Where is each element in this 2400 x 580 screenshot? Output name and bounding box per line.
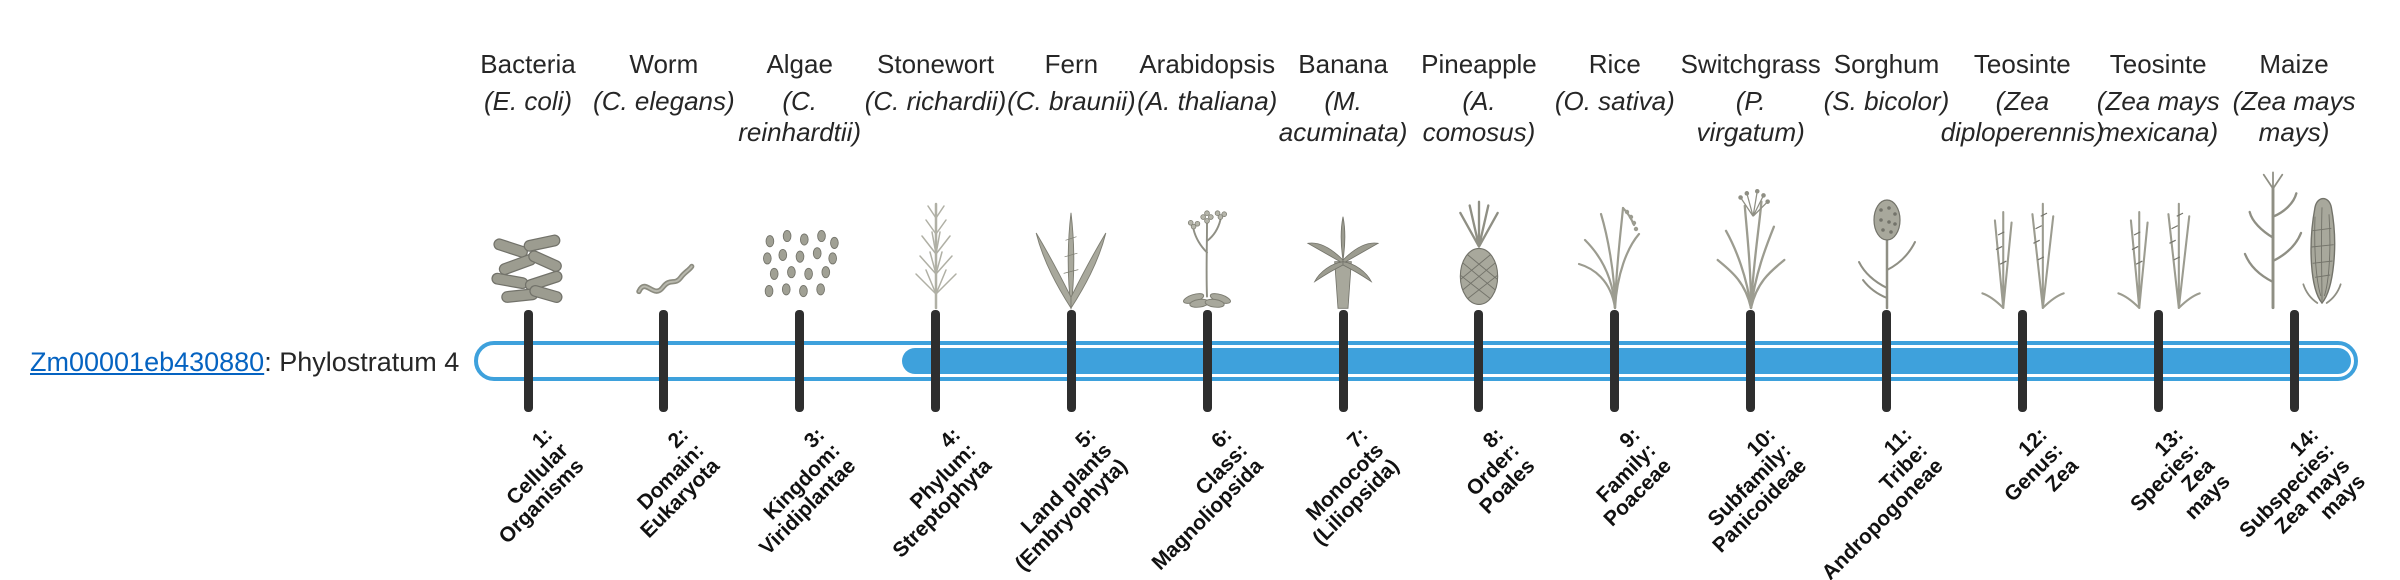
organism-common-name: Teosinte xyxy=(2109,49,2207,79)
organism-scientific-name: (A. comosus) xyxy=(1422,86,1536,147)
organism-column: Stonewort (C. richardii) xyxy=(861,48,1011,310)
fern-icon xyxy=(1009,200,1133,310)
phylostratum-tick xyxy=(2017,310,2027,412)
bacteria-icon xyxy=(466,228,590,310)
phylostratum-label: 6: Class: Magnoliopsida xyxy=(1147,423,1268,575)
banana-icon xyxy=(1281,210,1405,310)
phylostratum-label: 4: Phylum: Streptophyta xyxy=(888,423,997,563)
phylostratum-tick xyxy=(2289,310,2299,412)
gene-phylostratum-text: : Phylostratum 4 xyxy=(264,347,460,377)
organism-common-name: Worm xyxy=(629,49,699,79)
phylostratum-tick xyxy=(2153,310,2163,412)
organism-common-name: Pineapple xyxy=(1421,49,1537,79)
phylostratum-label: 7: Monocots (Liliopsida) xyxy=(1301,423,1404,550)
phylostratum-label: 9: Family: Poaceae xyxy=(1591,423,1676,531)
phylostratum-label: 11: Tribe: Andropogoneae xyxy=(1817,423,1948,580)
arabidopsis-icon xyxy=(1145,195,1269,310)
teosinte-icon xyxy=(1960,185,2084,310)
phylostratum-tick xyxy=(523,310,533,412)
organism-scientific-name: (A. thaliana) xyxy=(1137,86,1278,116)
organism-scientific-name: (Zea mays mexicana) xyxy=(2096,86,2220,147)
phylostratum-tick xyxy=(1882,310,1891,412)
organism-column: Algae (C. reinhardtii) xyxy=(725,48,875,310)
organism-common-name: Switchgrass xyxy=(1680,49,1821,79)
gene-label: Zm00001eb430880: Phylostratum 4 xyxy=(30,346,459,378)
gene-id-link[interactable]: Zm00001eb430880 xyxy=(30,347,265,377)
rice-icon xyxy=(1553,190,1677,310)
organism-column: Bacteria (E. coli) xyxy=(453,48,603,310)
teosinte-icon xyxy=(2096,185,2220,310)
organism-common-name: Stonewort xyxy=(877,49,995,79)
organism-scientific-name: (S. bicolor) xyxy=(1823,86,1950,116)
organism-common-name: Banana xyxy=(1298,49,1388,79)
organism-common-name: Bacteria xyxy=(480,49,576,79)
phylostratum-tick xyxy=(1746,310,1756,412)
organism-common-name: Sorghum xyxy=(1833,49,1940,79)
phylostratum-tick xyxy=(1610,310,1620,412)
organism-scientific-name: (Zea diploperennis) xyxy=(1940,86,2105,147)
organism-scientific-name: (O. sativa) xyxy=(1554,86,1675,116)
organism-scientific-name: (M. acuminata) xyxy=(1278,86,1408,147)
organism-common-name: Algae xyxy=(766,49,833,79)
organism-scientific-name: (Zea mays mays) xyxy=(2232,86,2356,147)
organism-column: Sorghum (S. bicolor) xyxy=(1812,48,1962,310)
phylostratum-tick xyxy=(1338,310,1348,412)
stonewort-icon xyxy=(874,190,998,310)
organism-scientific-name: (C. elegans) xyxy=(593,86,735,116)
pineapple-icon xyxy=(1417,198,1541,310)
phylostratum-tick xyxy=(1474,310,1484,412)
algae-icon xyxy=(738,224,862,310)
organism-column: Arabidopsis (A. thaliana) xyxy=(1132,48,1282,310)
organism-column: Fern (C. braunii) xyxy=(996,48,1146,310)
phylostratum-tick xyxy=(795,310,805,412)
switchgrass-icon xyxy=(1689,185,1813,310)
organism-scientific-name: (C. richardii) xyxy=(864,86,1007,116)
worm-icon xyxy=(602,244,726,310)
phylostratum-tick xyxy=(1202,310,1212,412)
organism-scientific-name: (P. virgatum) xyxy=(1696,86,1805,147)
phylostratum-tick xyxy=(931,310,941,412)
phylostratum-label: 12: Genus: Zea xyxy=(2000,423,2084,507)
organism-column: Pineapple (A. comosus) xyxy=(1404,48,1554,310)
maize-icon xyxy=(2232,170,2356,310)
organism-common-name: Fern xyxy=(1044,49,1099,79)
sorghum-icon xyxy=(1825,190,1949,310)
organism-column: Switchgrass (P. virgatum) xyxy=(1676,48,1826,310)
organism-column: Rice (O. sativa) xyxy=(1540,48,1690,310)
phylostrata-bar-fill xyxy=(902,348,2351,374)
phylostratum-label: 14: Subspecies: Zea mays mays xyxy=(2235,423,2371,543)
organism-column: Maize (Zea mays mays) xyxy=(2219,48,2369,310)
organism-column: Worm (C. elegans) xyxy=(589,48,739,310)
phylostratum-tick xyxy=(1066,310,1076,412)
organism-column: Teosinte (Zea diploperennis) xyxy=(1941,48,2104,310)
organism-common-name: Arabidopsis xyxy=(1139,49,1276,79)
organism-scientific-name: (E. coli) xyxy=(483,86,573,116)
phylostratum-label: 13: Species: Zea mays xyxy=(2125,423,2235,525)
phylostratum-label: 8: Order: Poales xyxy=(1462,423,1540,519)
organism-common-name: Teosinte xyxy=(1973,49,2071,79)
phylostratum-label: 5: Land plants (Embryophyta) xyxy=(1011,423,1133,576)
organism-common-name: Maize xyxy=(2259,49,2329,79)
phylostratum-label: 3: Kingdom: Viridiplantae xyxy=(755,423,861,560)
organism-column: Banana (M. acuminata) xyxy=(1268,48,1418,310)
organism-scientific-name: (C. braunii) xyxy=(1007,86,1136,116)
organism-column: Teosinte (Zea mays mexicana) xyxy=(2083,48,2233,310)
phylostratum-tick xyxy=(659,310,669,412)
phylostratum-label: 1: Cellular Organisms xyxy=(494,423,589,549)
organism-common-name: Rice xyxy=(1588,49,1641,79)
phylostratum-label: 2: Domain: Eukaryota xyxy=(633,423,725,543)
organism-scientific-name: (C. reinhardtii) xyxy=(738,86,862,147)
phylostrata-bar xyxy=(474,341,2358,381)
